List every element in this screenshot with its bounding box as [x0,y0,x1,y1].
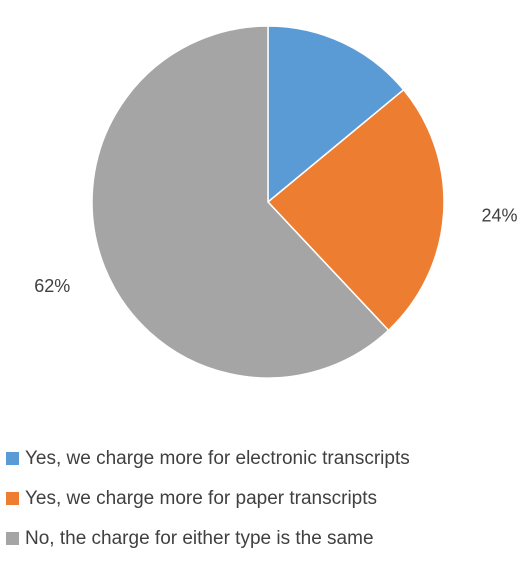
legend-item-paper: Yes, we charge more for paper transcript… [6,485,532,512]
legend-item-electronic: Yes, we charge more for electronic trans… [6,445,532,472]
legend-item-same: No, the charge for either type is the sa… [6,525,532,552]
legend-swatch-paper [6,492,19,505]
pie-slices [91,25,445,379]
data-label-paper: 24% [482,205,518,225]
legend-label-same: No, the charge for either type is the sa… [25,527,374,549]
legend-label-paper: Yes, we charge more for paper transcript… [25,487,378,509]
chart-legend: Yes, we charge more for electronic trans… [6,445,532,565]
slice-same [91,25,390,379]
data-label-electronic: 14% [349,0,385,1]
legend-swatch-same [6,532,19,545]
slice-electronic [267,25,405,204]
slice-paper [266,88,445,332]
data-label-same: 62% [34,276,70,296]
legend-swatch-electronic [6,452,19,465]
pie-data-labels: 14% 24% 62% [34,0,517,296]
legend-label-electronic: Yes, we charge more for electronic trans… [25,447,410,469]
